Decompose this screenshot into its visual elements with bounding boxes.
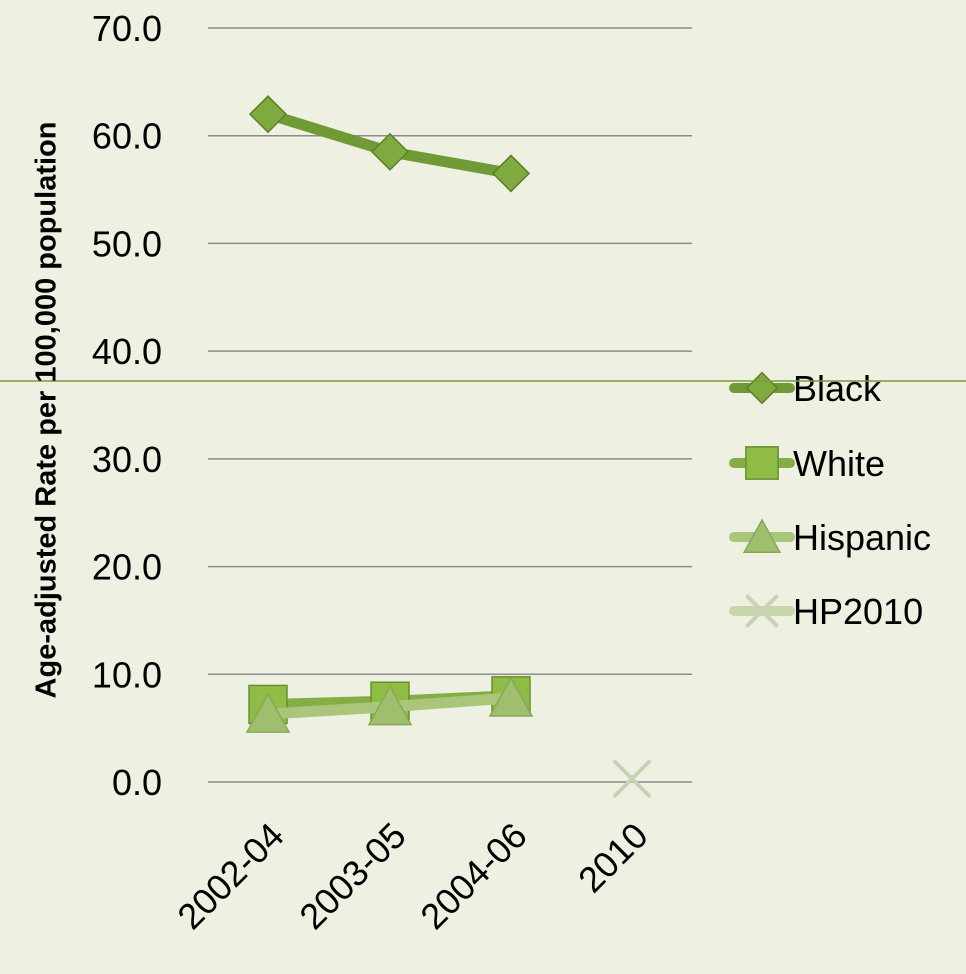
legend-item-hispanic: Hispanic — [729, 517, 931, 558]
data-point — [245, 692, 291, 733]
y-axis-title: Age-adjusted Rate per 100,000 population — [31, 122, 63, 699]
series-lines — [245, 95, 651, 798]
x-tick-label: 2004-06 — [412, 815, 534, 937]
legend-label: Hispanic — [793, 517, 931, 558]
y-axis-ticks: 0.0 10.0 20.0 30.0 40.0 50.0 60.0 70.0 — [92, 8, 162, 803]
legend-label: HP2010 — [793, 591, 923, 632]
legend-item-hp2010: HP2010 — [729, 591, 923, 632]
data-point — [491, 154, 531, 193]
y-tick-label: 70.0 — [92, 8, 162, 49]
x-tick-label: 2003-05 — [291, 815, 413, 937]
y-tick-label: 0.0 — [112, 762, 162, 803]
y-tick-label: 30.0 — [92, 439, 162, 480]
data-point — [248, 95, 288, 134]
data-point — [367, 685, 413, 726]
series-black — [248, 95, 531, 193]
legend-label: White — [793, 443, 885, 484]
legend-marker — [745, 594, 779, 628]
legend: Black White Hispanic HP2010 — [729, 368, 931, 632]
legend-marker — [745, 446, 779, 480]
legend-label: Black — [793, 368, 882, 409]
legend-item-white: White — [729, 443, 885, 484]
x-tick-label: 2010 — [570, 815, 656, 901]
series-hispanic — [245, 676, 534, 733]
data-point — [613, 759, 651, 798]
y-tick-label: 60.0 — [92, 116, 162, 157]
y-tick-label: 10.0 — [92, 654, 162, 695]
data-point — [488, 676, 534, 717]
legend-marker — [745, 371, 779, 405]
legend-marker — [742, 518, 782, 554]
y-tick-label: 40.0 — [92, 331, 162, 372]
y-tick-label: 20.0 — [92, 547, 162, 588]
x-tick-label: 2002-04 — [169, 815, 291, 937]
gridlines — [208, 27, 692, 783]
data-point — [370, 132, 410, 171]
legend-item-black: Black — [729, 368, 882, 409]
y-tick-label: 50.0 — [92, 223, 162, 264]
series-hp2010 — [613, 759, 651, 798]
